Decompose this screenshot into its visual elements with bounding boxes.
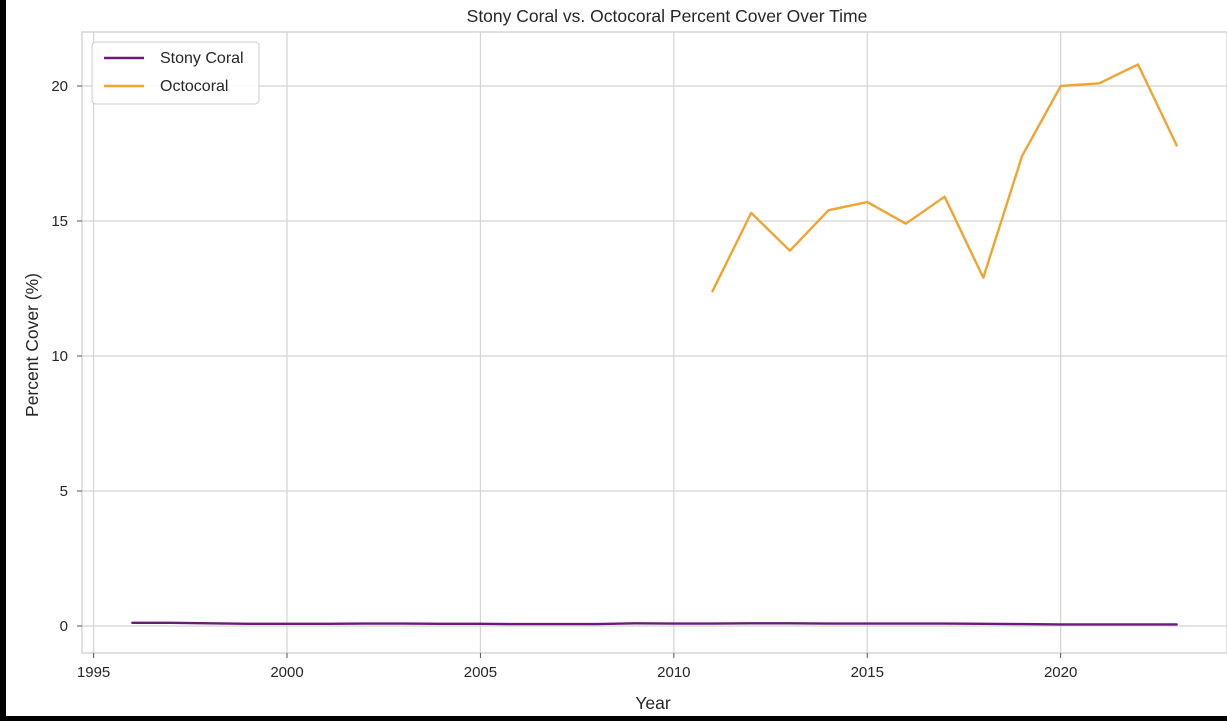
legend-label: Octocoral: [160, 78, 228, 95]
data-point: [672, 621, 676, 625]
x-axis-label: Year: [635, 693, 671, 713]
x-tick-label: 1995: [77, 664, 110, 681]
data-point: [1175, 143, 1179, 147]
series-layer: [130, 62, 1179, 626]
x-tick-label: 2020: [1044, 664, 1077, 681]
grid-lines: [82, 32, 1227, 653]
data-point: [169, 621, 173, 625]
data-point: [981, 276, 985, 280]
data-point: [710, 289, 714, 293]
data-point: [1058, 622, 1062, 626]
y-tick-label: 20: [51, 78, 68, 95]
data-point: [788, 249, 792, 253]
data-point: [942, 621, 946, 625]
data-point: [788, 621, 792, 625]
legend-label: Stony Coral: [160, 50, 244, 67]
data-point: [865, 621, 869, 625]
y-tick-label: 0: [60, 618, 68, 635]
data-point: [1175, 622, 1179, 626]
x-tick-label: 2015: [851, 664, 884, 681]
data-point: [517, 622, 521, 626]
line-chart: Stony Coral vs. Octocoral Percent Cover …: [22, 6, 1227, 713]
data-point: [710, 621, 714, 625]
data-point: [1097, 81, 1101, 85]
data-point: [942, 195, 946, 199]
x-tick-label: 2005: [464, 664, 497, 681]
data-point: [1097, 622, 1101, 626]
data-point: [478, 622, 482, 626]
data-point: [749, 621, 753, 625]
data-point: [207, 621, 211, 625]
data-point: [594, 622, 598, 626]
data-point: [981, 622, 985, 626]
data-point: [904, 222, 908, 226]
legend: Stony Coral Octocoral: [91, 41, 260, 105]
y-tick-label: 15: [51, 213, 68, 230]
data-point: [1136, 622, 1140, 626]
series-line-octocoral: [711, 63, 1178, 293]
data-point: [826, 621, 830, 625]
data-point: [1020, 622, 1024, 626]
data-point: [401, 621, 405, 625]
data-point: [440, 622, 444, 626]
data-point: [323, 622, 327, 626]
data-point: [1136, 62, 1140, 66]
data-point: [749, 211, 753, 215]
x-tick-label: 2010: [657, 664, 690, 681]
data-point: [285, 622, 289, 626]
data-point: [904, 621, 908, 625]
y-axis-ticks: 0 5 10 15 20: [51, 78, 82, 635]
x-axis-ticks: 1995 2000 2005 2010 2015 2020: [77, 653, 1077, 681]
data-point: [633, 621, 637, 625]
data-point: [246, 622, 250, 626]
x-tick-label: 2000: [270, 664, 303, 681]
data-point: [556, 622, 560, 626]
plot-frame: [81, 31, 1227, 654]
data-point: [865, 200, 869, 204]
y-axis-label: Percent Cover (%): [22, 273, 42, 417]
legend-entries: Stony Coral Octocoral: [104, 50, 244, 95]
data-point: [1020, 154, 1024, 158]
y-tick-label: 5: [60, 483, 68, 500]
data-point: [362, 621, 366, 625]
chart-canvas: Stony Coral vs. Octocoral Percent Cover …: [6, 0, 1227, 716]
chart-title: Stony Coral vs. Octocoral Percent Cover …: [467, 6, 868, 26]
y-tick-label: 10: [51, 348, 68, 365]
data-point: [826, 208, 830, 212]
data-point: [130, 621, 134, 625]
series-line-stony-coral: [131, 621, 1178, 626]
data-point: [1058, 84, 1062, 88]
